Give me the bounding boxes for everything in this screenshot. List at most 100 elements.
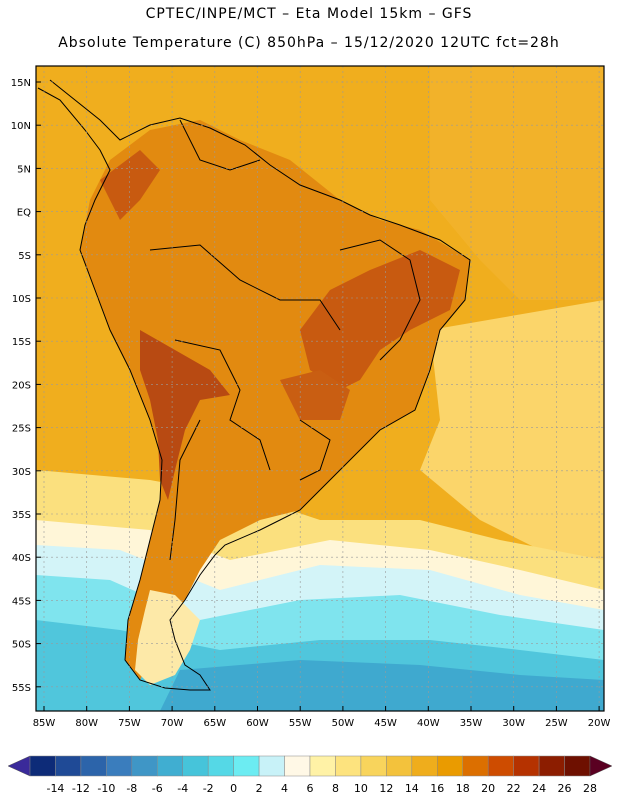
legend-swatch bbox=[335, 755, 362, 777]
cold-zone-4 bbox=[160, 660, 604, 711]
legend-swatch bbox=[55, 755, 82, 777]
legend-swatch bbox=[29, 755, 56, 777]
hot-core-brazil bbox=[300, 250, 460, 390]
color-legend: -14 -12 -10 -8 -6 -4 -2 0 2 4 6 8 10 12 14 16 18 20 22 24 26… bbox=[7, 755, 613, 795]
legend-swatch bbox=[131, 755, 158, 777]
legend-swatch bbox=[437, 755, 463, 777]
lon-ticks bbox=[43, 706, 600, 711]
lat-labels: 15N 10N 5N EQ 5S 10S 15S 20S 25S 30S 35S 40S 45S 50S 5… bbox=[11, 78, 31, 694]
border-brazil-states bbox=[339, 239, 421, 361]
legend-swatch bbox=[386, 755, 413, 777]
south-america-coast bbox=[37, 79, 471, 691]
lon-label: 35W bbox=[460, 718, 483, 729]
lon-label: 25W bbox=[545, 718, 568, 729]
legend-label: 28 bbox=[583, 782, 597, 795]
legend-swatch bbox=[309, 755, 336, 777]
lat-label: 15S bbox=[12, 337, 31, 348]
legend-label: -4 bbox=[177, 782, 188, 795]
lat-label: 55S bbox=[12, 683, 31, 694]
legend-label: -10 bbox=[97, 782, 115, 795]
legend-swatch bbox=[80, 755, 107, 777]
legend-label: 10 bbox=[354, 782, 368, 795]
legend-swatch bbox=[538, 755, 565, 777]
lon-label: 70W bbox=[161, 718, 184, 729]
legend-label: 0 bbox=[230, 782, 237, 795]
legend-label: 24 bbox=[532, 782, 546, 795]
lat-ticks bbox=[36, 81, 41, 688]
lon-label: 30W bbox=[502, 718, 525, 729]
lat-label: EQ bbox=[17, 208, 31, 219]
border-venezuela bbox=[179, 119, 261, 171]
map-field bbox=[36, 66, 604, 711]
lat-label: 50S bbox=[12, 640, 31, 651]
legend-swatch bbox=[487, 755, 514, 777]
legend-swatch bbox=[462, 755, 489, 777]
legend-swatch bbox=[411, 755, 438, 777]
lon-label: 50W bbox=[332, 718, 355, 729]
legend-label: -6 bbox=[152, 782, 163, 795]
legend-label: 22 bbox=[507, 782, 521, 795]
legend-arrow-low bbox=[7, 755, 31, 777]
legend-label: -8 bbox=[126, 782, 137, 795]
lat-label: 15N bbox=[11, 78, 31, 89]
border-uruguay bbox=[299, 419, 331, 481]
legend-swatch bbox=[106, 755, 133, 777]
legend-label: 16 bbox=[430, 782, 444, 795]
lat-label: 20S bbox=[12, 380, 31, 391]
hot-core-andes bbox=[140, 330, 230, 500]
lat-label: 30S bbox=[12, 467, 31, 478]
legend-swatch bbox=[233, 755, 260, 777]
legend-swatch bbox=[207, 755, 234, 777]
lat-label: 10N bbox=[11, 121, 31, 132]
legend-swatch bbox=[182, 755, 209, 777]
lat-label: 5N bbox=[17, 164, 31, 175]
legend-label: -2 bbox=[203, 782, 214, 795]
lat-label: 10S bbox=[12, 294, 31, 305]
lon-labels: 85W 80W 75W 70W 65W 60W 55W 50W 45W 40W 35W 30W 25W 2… bbox=[33, 718, 611, 729]
coastlines bbox=[37, 79, 471, 691]
legend-label: 14 bbox=[405, 782, 419, 795]
lon-label: 20W bbox=[588, 718, 611, 729]
legend-swatch bbox=[157, 755, 183, 777]
lon-label: 55W bbox=[289, 718, 312, 729]
atlantic-yellow-zone bbox=[420, 300, 604, 560]
lon-label: 40W bbox=[417, 718, 440, 729]
lon-label: 85W bbox=[33, 718, 56, 729]
legend-label: 8 bbox=[332, 782, 339, 795]
legend-label: 26 bbox=[558, 782, 572, 795]
legend-swatch bbox=[360, 755, 387, 777]
legend-label: 18 bbox=[456, 782, 470, 795]
legend-label: -12 bbox=[72, 782, 90, 795]
legend-arrow-high bbox=[589, 755, 613, 777]
legend-label: -14 bbox=[46, 782, 64, 795]
legend-label: 6 bbox=[307, 782, 314, 795]
lat-label: 35S bbox=[12, 510, 31, 521]
map-frame bbox=[35, 65, 605, 712]
lat-label: 5S bbox=[18, 251, 31, 262]
lat-label: 45S bbox=[12, 596, 31, 607]
border-peru-brazil bbox=[149, 244, 341, 331]
border-bolivia-paraguay bbox=[174, 339, 271, 471]
legend-label: 2 bbox=[256, 782, 263, 795]
hot-core-south-brazil bbox=[280, 370, 350, 420]
legend-label: 20 bbox=[481, 782, 495, 795]
lat-label: 40S bbox=[12, 553, 31, 564]
legend-swatch bbox=[513, 755, 540, 777]
lat-label: 25S bbox=[12, 424, 31, 435]
warm-zone bbox=[430, 66, 604, 300]
lon-label: 45W bbox=[374, 718, 397, 729]
lon-label: 65W bbox=[203, 718, 226, 729]
legend-swatch bbox=[258, 755, 285, 777]
map-title-line1: CPTEC/INPE/MCT – Eta Model 15km – GFS bbox=[145, 6, 473, 22]
legend-swatch bbox=[564, 755, 591, 777]
legend-label: 12 bbox=[379, 782, 393, 795]
lon-label: 80W bbox=[75, 718, 98, 729]
legend-label: 4 bbox=[281, 782, 288, 795]
map-title-line2: Absolute Temperature (C) 850hPa – 15/12/… bbox=[58, 35, 560, 51]
hot-core-north bbox=[100, 150, 160, 220]
legend-swatch bbox=[284, 755, 311, 777]
lon-label: 60W bbox=[246, 718, 269, 729]
border-chile-argentina bbox=[169, 419, 201, 561]
patagonia-cool bbox=[135, 590, 200, 685]
